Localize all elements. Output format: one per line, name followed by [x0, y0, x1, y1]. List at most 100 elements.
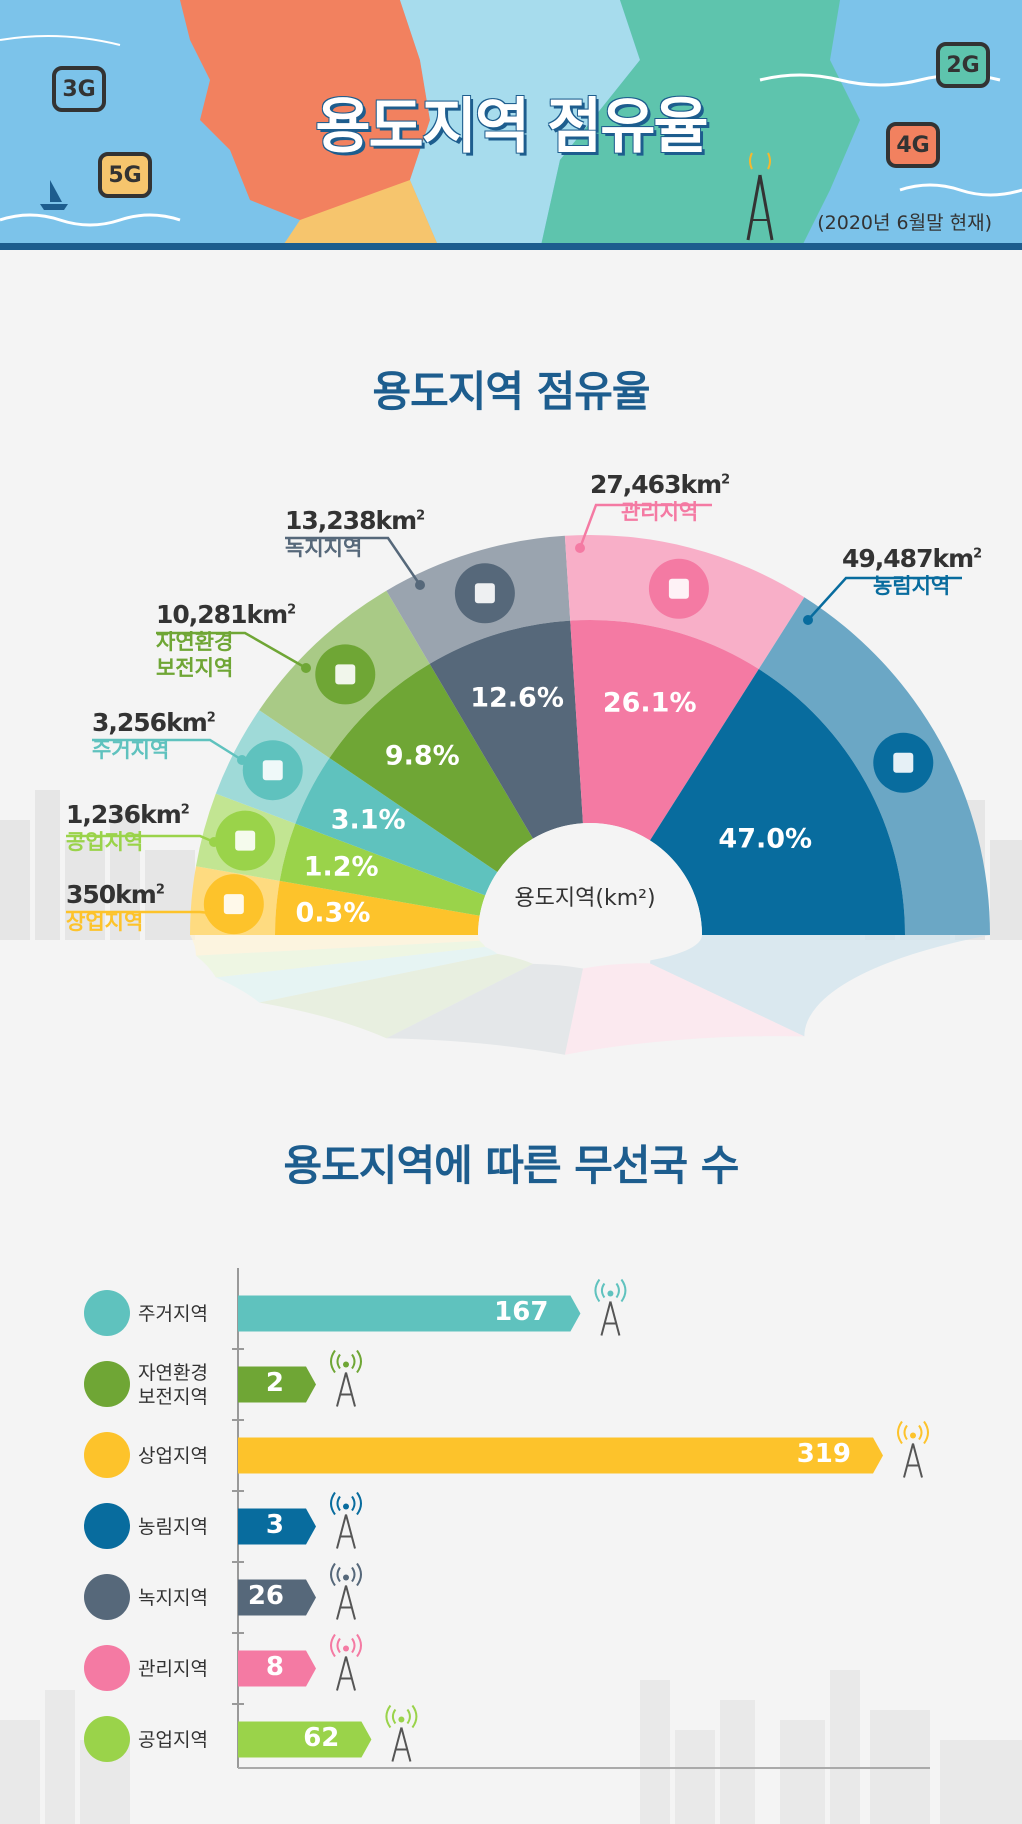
- bar-category-row: 관리지역: [84, 1639, 234, 1699]
- pie-slice-4: [429, 620, 583, 839]
- pie-region-name: 주거지역: [92, 738, 170, 762]
- pie-icon-glyph-0: [223, 894, 244, 915]
- pie-callout-line: [285, 536, 422, 586]
- pie-chart: [66, 503, 990, 1055]
- pie-area-value: 1,236km2: [66, 800, 190, 829]
- pie-callout-dot: [803, 615, 813, 625]
- pie-callout-label: 13,238km2 녹지지역: [285, 506, 425, 561]
- pie-icon-glyph-2: [262, 760, 283, 781]
- pie-center-hole: [478, 823, 702, 935]
- pie-slice-1: [279, 823, 486, 916]
- date-note: (2020년 6월말 현재): [817, 212, 992, 234]
- bar-value-label: 2: [265, 1367, 284, 1398]
- skyline-decoration-bottom: [0, 1670, 1022, 1824]
- pie-callout-dot: [205, 908, 215, 918]
- building-icon: [84, 1431, 130, 1478]
- radio-tower-icon: [746, 152, 774, 241]
- map-illustration: [0, 0, 1022, 250]
- bar-value-label: 167: [494, 1296, 549, 1327]
- bar-category-label: 농림지역: [138, 1515, 208, 1538]
- pie-percent-label: 0.3%: [295, 897, 371, 929]
- bar: [238, 1366, 316, 1403]
- banner-divider: [0, 243, 1022, 250]
- badge-4g: 4G: [886, 122, 940, 168]
- bar: [238, 1721, 372, 1758]
- pie-area-value: 49,487km2: [842, 544, 982, 573]
- radio-tower-icon: [330, 1349, 362, 1407]
- pie-callout-label: 27,463km2 관리지역: [590, 470, 730, 525]
- pie-slice-reflection-1: [195, 940, 486, 978]
- pie-area-value: 350km2: [66, 880, 165, 909]
- pie-callout-line: [92, 738, 243, 762]
- pie-percent-label: 9.8%: [384, 740, 460, 772]
- bar: [238, 1295, 581, 1332]
- pie-region-name: 녹지지역: [285, 536, 363, 560]
- pie-region-name: 상업지역: [66, 910, 144, 934]
- pie-slice-2: [295, 757, 498, 896]
- pie-callout-label: 350km2 상업지역: [66, 880, 165, 935]
- pie-slice-reflection-6: [650, 935, 990, 1037]
- pie-slice-0: [275, 880, 480, 935]
- bar-category-row: 상업지역: [84, 1426, 234, 1486]
- pie-slice-3: [329, 663, 533, 873]
- pie-callout-dot: [415, 580, 425, 590]
- pie-percent-label: 47.0%: [718, 823, 813, 855]
- pie-percent-label: 12.6%: [470, 682, 564, 714]
- pie-callout-dot: [209, 837, 219, 847]
- pie-icon-glyph-6: [893, 752, 914, 773]
- bar-category-label: 상업지역: [138, 1444, 208, 1467]
- pie-slice-reflection-5: [564, 963, 805, 1055]
- tractor-icon: [84, 1502, 130, 1549]
- pie-area-value: 13,238km2: [285, 506, 425, 535]
- bar-category-row: 녹지지역: [84, 1568, 234, 1628]
- pie-region-name: 공업지역: [66, 830, 144, 854]
- bar-category-label: 녹지지역: [138, 1586, 208, 1609]
- pie-slice-reflection-4: [386, 963, 583, 1055]
- sailboat-icon: [40, 180, 68, 210]
- bar-chart-title: 용도지역에 따른 무선국 수: [283, 1141, 740, 1190]
- pie-callout-line: [578, 503, 712, 549]
- bar: [238, 1650, 316, 1687]
- radio-tower-icon: [330, 1491, 362, 1549]
- radio-tower-icon: [330, 1633, 362, 1691]
- bar-value-label: 8: [265, 1651, 284, 1682]
- bar: [238, 1437, 883, 1474]
- radio-tower-icon: [385, 1704, 418, 1762]
- bar-category-label: 관리지역: [138, 1657, 208, 1680]
- magnifier-icon: [84, 1644, 130, 1691]
- pie-percent-label: 3.1%: [330, 804, 406, 836]
- pie-icon-glyph-5: [668, 578, 689, 599]
- radio-tower-icon: [594, 1278, 627, 1336]
- pie-center-hole-base: [478, 905, 702, 965]
- pie-region-name: 농림지역: [872, 574, 951, 598]
- pie-area-value: 3,256km2: [92, 708, 216, 737]
- pie-slice-reflection-0: [190, 935, 480, 956]
- pie-region-name: 관리지역: [620, 500, 699, 524]
- tree-icon: [84, 1573, 130, 1620]
- pie-icon-glyph-1: [235, 830, 256, 851]
- pie-region-name: 자연환경: [156, 630, 234, 654]
- pie-callout-line: [807, 576, 962, 621]
- pie-callout-line: [156, 631, 307, 670]
- mountain-icon: [84, 1360, 130, 1407]
- factory-icon: [84, 1715, 130, 1762]
- pie-region-name: 보전지역: [156, 656, 234, 680]
- badge-2g: 2G: [936, 42, 990, 88]
- bar-value-label: 3: [265, 1509, 284, 1540]
- pie-percent-label: 26.1%: [602, 687, 697, 719]
- pie-percent-label: 1.2%: [303, 851, 379, 883]
- pie-slice-reflection-2: [215, 946, 498, 1003]
- bar-value-label: 319: [796, 1438, 851, 1469]
- pie-callout-label: 1,236km2 공업지역: [66, 800, 190, 855]
- header-banner: 3G 5G 2G 4G 용도지역 점유율 (2020년 6월말 현재): [0, 0, 1022, 250]
- pie-icon-glyph-3: [335, 664, 356, 685]
- pie-chart-title: 용도지역 점유율: [372, 367, 650, 416]
- bar-chart: [232, 1268, 930, 1769]
- pie-slice-reflection-3: [259, 953, 533, 1039]
- banner-title: 용도지역 점유율: [315, 92, 708, 162]
- bar-value-label: 62: [303, 1722, 340, 1753]
- bar: [238, 1579, 316, 1616]
- pie-area-value: 27,463km2: [590, 470, 730, 499]
- bar: [238, 1508, 316, 1545]
- bar-category-row: 농림지역: [84, 1497, 234, 1557]
